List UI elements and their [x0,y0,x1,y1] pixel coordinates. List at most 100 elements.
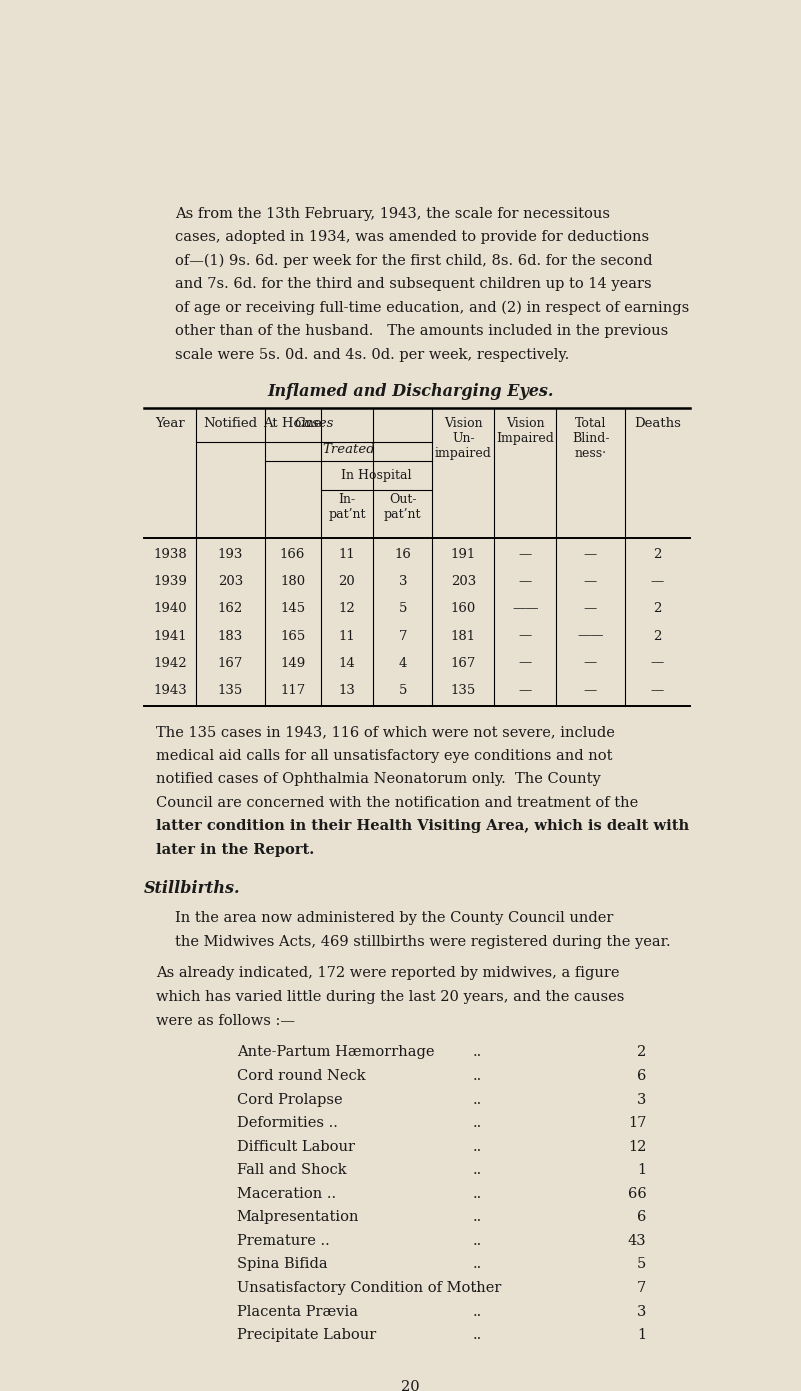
Text: cases, adopted in 1934, was amended to provide for deductions: cases, adopted in 1934, was amended to p… [175,230,649,243]
Text: 117: 117 [280,684,305,697]
Text: At Home: At Home [264,417,322,430]
Text: Treated: Treated [322,444,375,456]
Text: —: — [519,576,532,588]
Text: 1938: 1938 [153,548,187,561]
Text: Vision
Un-
impaired: Vision Un- impaired [435,417,492,460]
Text: —: — [584,576,598,588]
Text: 13: 13 [339,684,356,697]
Text: ..: .. [473,1163,482,1177]
Text: later in the Report.: later in the Report. [156,843,314,857]
Text: 1943: 1943 [153,684,187,697]
Text: 14: 14 [339,657,356,669]
Text: —: — [519,630,532,643]
Text: Premature ..: Premature .. [237,1234,329,1248]
Text: Deformities ..: Deformities .. [237,1116,337,1129]
Text: ..: .. [473,1187,482,1200]
Text: Unsatisfactory Condition of Mother: Unsatisfactory Condition of Mother [237,1281,501,1295]
Text: Placenta Prævia: Placenta Prævia [237,1305,358,1319]
Text: 203: 203 [218,576,244,588]
Text: As already indicated, 172 were reported by midwives, a figure: As already indicated, 172 were reported … [156,967,619,981]
Text: 3: 3 [399,576,407,588]
Text: Cases: Cases [295,417,334,430]
Text: of age or receiving full-time education, and (2) in respect of earnings: of age or receiving full-time education,… [175,300,689,316]
Text: 1940: 1940 [153,602,187,615]
Text: 20: 20 [401,1380,420,1391]
Text: 7: 7 [637,1281,646,1295]
Text: Fall and Shock: Fall and Shock [237,1163,346,1177]
Text: In-
pat’nt: In- pat’nt [328,492,365,520]
Text: —: — [584,657,598,669]
Text: 2: 2 [653,548,662,561]
Text: 11: 11 [339,630,356,643]
Text: —: — [650,684,664,697]
Text: 135: 135 [218,684,244,697]
Text: 149: 149 [280,657,305,669]
Text: 145: 145 [280,602,305,615]
Text: ——: —— [512,602,538,615]
Text: 165: 165 [280,630,305,643]
Text: ..: .. [473,1305,482,1319]
Text: and 7s. 6d. for the third and subsequent children up to 14 years: and 7s. 6d. for the third and subsequent… [175,277,651,291]
Text: ..: .. [473,1046,482,1060]
Text: 167: 167 [451,657,476,669]
Text: —: — [650,657,664,669]
Text: 135: 135 [451,684,476,697]
Text: —: — [584,602,598,615]
Text: As from the 13th February, 1943, the scale for necessitous: As from the 13th February, 1943, the sca… [175,206,610,221]
Text: —: — [519,548,532,561]
Text: 193: 193 [218,548,244,561]
Text: Out-
pat’nt: Out- pat’nt [384,492,421,520]
Text: 160: 160 [451,602,476,615]
Text: ..: .. [473,1139,482,1153]
Text: 3: 3 [637,1092,646,1106]
Text: ..: .. [473,1281,482,1295]
Text: Cord round Neck: Cord round Neck [237,1068,365,1084]
Text: —: — [519,684,532,697]
Text: Inflamed and Discharging Eyes.: Inflamed and Discharging Eyes. [268,384,553,401]
Text: 16: 16 [394,548,411,561]
Text: Stillbirths.: Stillbirths. [143,881,240,897]
Text: 6: 6 [637,1068,646,1084]
Text: ..: .. [473,1092,482,1106]
Text: 11: 11 [339,548,356,561]
Text: Cord Prolapse: Cord Prolapse [237,1092,342,1106]
Text: 183: 183 [218,630,244,643]
Text: 5: 5 [637,1257,646,1271]
Text: latter condition in their Health Visiting Area, which is dealt with: latter condition in their Health Visitin… [156,819,689,833]
Text: —: — [584,548,598,561]
Text: the Midwives Acts, 469 stillbirths were registered during the year.: the Midwives Acts, 469 stillbirths were … [175,935,670,949]
Text: 2: 2 [637,1046,646,1060]
Text: 4: 4 [399,657,407,669]
Text: 2: 2 [653,602,662,615]
Text: 43: 43 [628,1234,646,1248]
Text: 17: 17 [628,1116,646,1129]
Text: 5: 5 [399,602,407,615]
Text: of—(1) 9s. 6d. per week for the first child, 8s. 6d. for the second: of—(1) 9s. 6d. per week for the first ch… [175,253,652,268]
Text: —: — [519,657,532,669]
Text: ..: .. [473,1116,482,1129]
Text: —: — [584,684,598,697]
Text: 1: 1 [638,1328,646,1342]
Text: ——: —— [578,630,604,643]
Text: Maceration ..: Maceration .. [237,1187,336,1200]
Text: Vision
Impaired: Vision Impaired [497,417,554,445]
Text: Council are concerned with the notification and treatment of the: Council are concerned with the notificat… [156,796,638,810]
Text: 1941: 1941 [153,630,187,643]
Text: 1: 1 [638,1163,646,1177]
Text: 20: 20 [339,576,356,588]
Text: 180: 180 [280,576,305,588]
Text: 3: 3 [637,1305,646,1319]
Text: In the area now administered by the County Council under: In the area now administered by the Coun… [175,911,613,925]
Text: 6: 6 [637,1210,646,1224]
Text: were as follows :—: were as follows :— [156,1014,295,1028]
Text: 166: 166 [280,548,305,561]
Text: ..: .. [473,1328,482,1342]
Text: 1939: 1939 [153,576,187,588]
Text: 181: 181 [451,630,476,643]
Text: 162: 162 [218,602,244,615]
Text: Notified: Notified [203,417,258,430]
Text: 66: 66 [628,1187,646,1200]
Text: Year: Year [155,417,185,430]
Text: ..: .. [473,1068,482,1084]
Text: Difficult Labour: Difficult Labour [237,1139,355,1153]
